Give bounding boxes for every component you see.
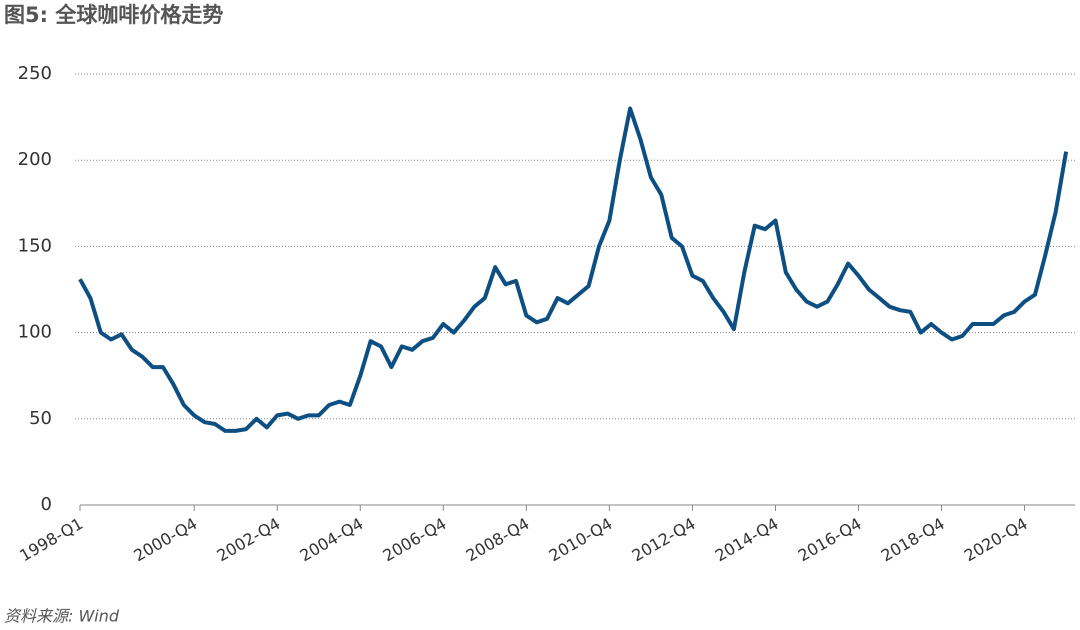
- x-tick-label: 2000-Q4: [130, 514, 200, 565]
- y-tick-label: 200: [18, 149, 52, 170]
- x-tick-label: 2008-Q4: [463, 514, 533, 565]
- source-note: 资料来源: Wind: [4, 607, 120, 626]
- x-tick-label: 1998-Q1: [16, 514, 86, 565]
- x-tick-label: 2020-Q4: [961, 514, 1031, 565]
- y-tick-label: 100: [18, 322, 52, 343]
- y-tick-label: 150: [18, 235, 52, 256]
- x-tick-label: 2012-Q4: [629, 514, 699, 565]
- y-tick-label: 50: [29, 408, 52, 429]
- x-tick-label: 2010-Q4: [546, 514, 616, 565]
- x-tick-label: 2018-Q4: [878, 514, 948, 565]
- x-tick-label: 2002-Q4: [213, 514, 283, 565]
- x-tick-label: 2006-Q4: [380, 514, 450, 565]
- y-tick-label: 0: [41, 494, 52, 515]
- chart-title: 图5: 全球咖啡价格走势: [4, 3, 223, 27]
- x-tick-label: 2014-Q4: [712, 514, 782, 565]
- y-tick-label: 250: [18, 63, 52, 84]
- x-tick-label: 2004-Q4: [297, 514, 367, 565]
- data-line: [78, 106, 1069, 433]
- x-tick-label: 2016-Q4: [795, 514, 865, 565]
